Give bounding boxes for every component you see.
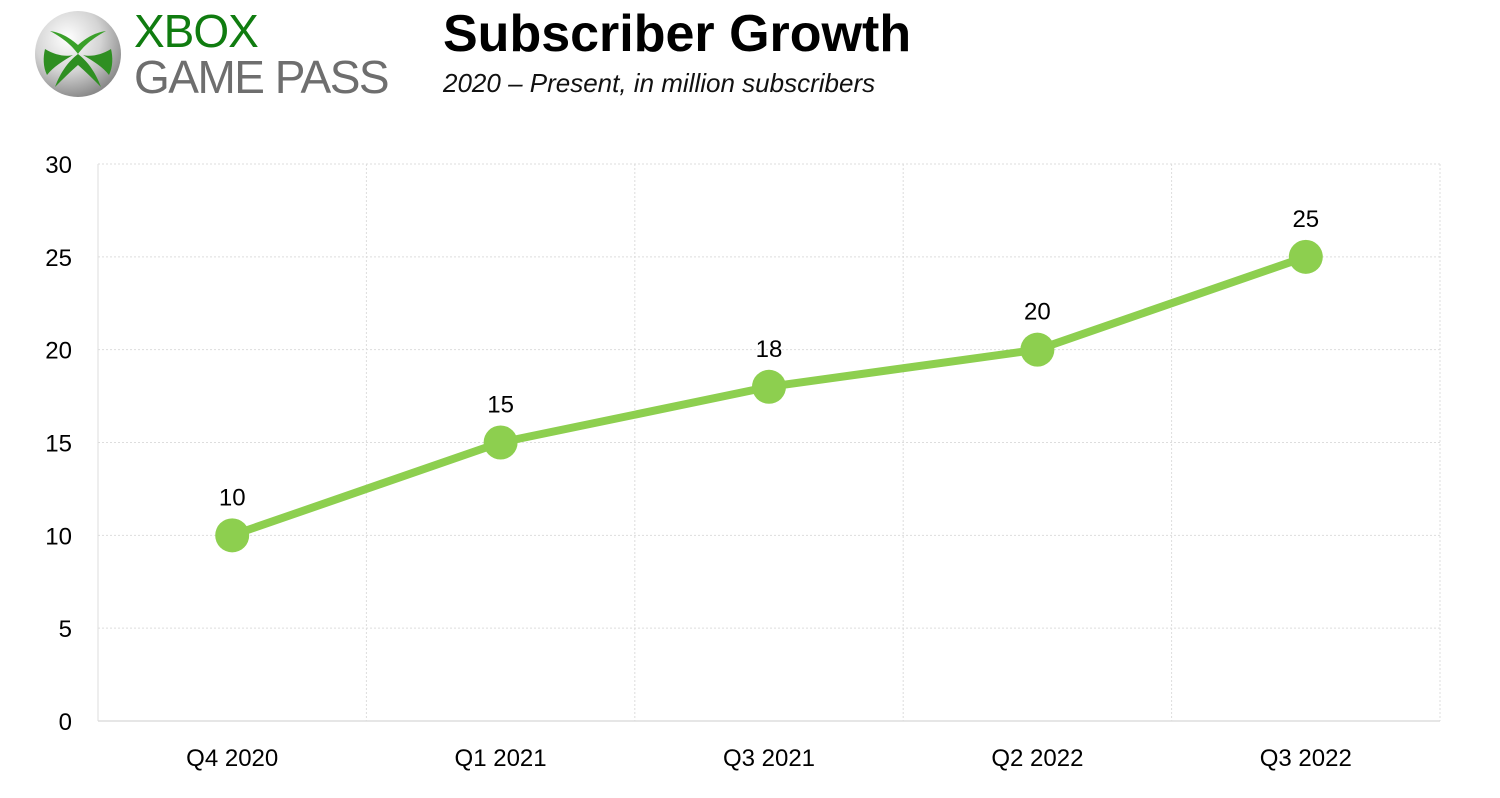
axis-labels: 0 5 10 15 20 25 30 Q4 2020 Q1 2021 Q3 2021 Q2 2022… bbox=[45, 152, 1352, 772]
xbox-game-pass-logo: XBOX GAME PASS bbox=[30, 6, 410, 106]
x-tick-label: Q3 2022 bbox=[1260, 745, 1352, 772]
x-tick-label: Q4 2020 bbox=[186, 745, 278, 772]
chart-title: Subscriber Growth bbox=[443, 5, 912, 63]
data-label: 20 bbox=[1024, 299, 1051, 326]
y-tick-label: 25 bbox=[45, 245, 72, 272]
y-tick-label: 15 bbox=[45, 431, 72, 458]
data-point bbox=[1288, 239, 1323, 274]
data-point bbox=[215, 518, 250, 553]
data-label: 25 bbox=[1292, 206, 1319, 233]
data-label: 10 bbox=[219, 484, 246, 511]
chart-subtitle: 2020 – Present, in million subscribers bbox=[443, 68, 876, 98]
data-point bbox=[483, 425, 518, 460]
data-labels: 10 15 18 20 25 bbox=[219, 206, 1319, 512]
y-tick-label: 5 bbox=[59, 616, 72, 643]
logo-text-game-pass: GAME PASS bbox=[134, 51, 390, 103]
y-tick-label: 30 bbox=[45, 152, 72, 179]
data-label: 15 bbox=[487, 392, 514, 419]
y-tick-label: 20 bbox=[45, 338, 72, 365]
grid-lines bbox=[97, 163, 1441, 722]
xbox-sphere-icon bbox=[35, 11, 121, 97]
data-point bbox=[752, 369, 786, 404]
logo-text-xbox: XBOX bbox=[134, 5, 259, 57]
data-points bbox=[215, 239, 1323, 553]
y-tick-label: 10 bbox=[45, 523, 72, 550]
x-tick-label: Q1 2021 bbox=[455, 745, 547, 772]
y-tick-label: 0 bbox=[59, 709, 72, 736]
data-point bbox=[1020, 332, 1055, 367]
x-tick-label: Q3 2021 bbox=[723, 745, 815, 772]
x-tick-label: Q2 2022 bbox=[991, 745, 1083, 772]
data-label: 18 bbox=[756, 336, 783, 363]
